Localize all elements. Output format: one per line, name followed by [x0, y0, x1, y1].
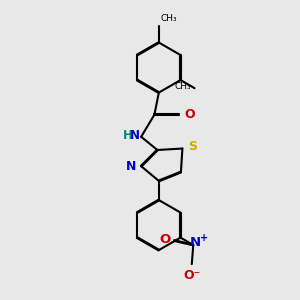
Text: O⁻: O⁻ — [183, 269, 200, 282]
Text: +: + — [200, 232, 208, 243]
Text: N: N — [190, 236, 201, 248]
Text: CH₃: CH₃ — [160, 14, 177, 23]
Text: N: N — [125, 160, 136, 173]
Text: S: S — [188, 140, 197, 153]
Text: CH₃: CH₃ — [174, 82, 191, 91]
Text: O: O — [159, 232, 171, 246]
Text: O: O — [185, 108, 195, 121]
Text: N: N — [130, 129, 140, 142]
Text: H: H — [123, 129, 133, 142]
